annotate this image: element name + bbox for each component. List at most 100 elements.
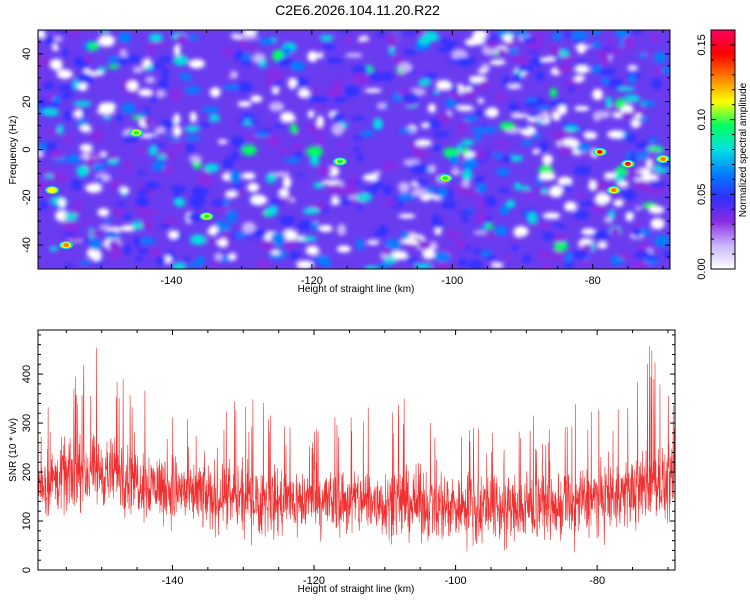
heatmap-cell	[172, 262, 187, 269]
heatmap-cell	[496, 30, 508, 36]
heatmap-blobs	[38, 30, 670, 269]
heatmap-cell	[318, 224, 333, 233]
heatmap-cell	[230, 135, 245, 146]
heatmap-cell	[553, 233, 567, 243]
heatmap-cell	[464, 244, 471, 251]
y-tick-label: 200	[21, 463, 33, 481]
heatmap-cell	[535, 70, 544, 82]
heatmap-cell	[188, 262, 199, 268]
heatmap-cell	[173, 113, 181, 125]
heatmap-cell	[138, 112, 147, 117]
heatmap-cell	[212, 259, 221, 266]
heatmap-cell	[388, 45, 395, 56]
heatmap-cell	[537, 248, 549, 261]
heatmap-cell	[311, 222, 320, 231]
heatmap-cell	[463, 115, 478, 123]
heatmap-cell	[615, 98, 626, 109]
heatmap-cell	[147, 45, 154, 57]
heatmap-cell	[168, 89, 182, 102]
heatmap-cell	[157, 56, 174, 63]
heatmap-cell	[225, 190, 238, 198]
heatmap-cell	[538, 141, 549, 153]
heatmap-cell	[539, 172, 556, 181]
heatmap-cell	[531, 132, 541, 139]
heatmap-cell	[148, 33, 163, 42]
heatmap-cell	[465, 38, 478, 46]
heatmap-cell	[250, 95, 263, 103]
heatmap-cell	[145, 76, 156, 84]
heatmap-cell	[245, 46, 259, 51]
heatmap-cell	[148, 43, 166, 48]
heatmap-cell	[241, 113, 256, 120]
heatmap-cell	[89, 239, 102, 251]
heatmap-cell	[104, 233, 123, 239]
x-tick-label: -80	[585, 275, 601, 287]
heatmap-cell	[607, 130, 624, 139]
heatmap-cell	[576, 43, 586, 54]
heatmap-cell	[182, 257, 191, 263]
heatmap-cell	[133, 236, 142, 247]
heatmap-cell	[321, 180, 339, 185]
heatmap-cell	[564, 206, 577, 212]
heatmap-cell	[558, 145, 574, 156]
heatmap-cell	[536, 113, 549, 122]
heatmap-cell	[403, 49, 418, 55]
heatmap-cell	[486, 254, 496, 261]
heatmap-hotspot	[659, 157, 666, 162]
heatmap-cell	[236, 190, 246, 197]
heatmap-cell	[657, 187, 669, 193]
heatmap-cell	[352, 72, 367, 84]
heatmap-cell	[289, 250, 301, 261]
heatmap-cell	[115, 113, 124, 122]
heatmap-cell	[83, 68, 91, 74]
heatmap-cell	[434, 225, 442, 236]
heatmap-cell	[149, 95, 157, 103]
heatmap-cell	[74, 56, 82, 67]
heatmap-cell	[228, 252, 237, 261]
heatmap-cell	[562, 138, 580, 147]
page-title: C2E6.2026.104.11.20.R22	[275, 2, 440, 18]
heatmap-cell	[241, 34, 259, 40]
heatmap-cell	[254, 132, 270, 138]
heatmap-cell	[377, 225, 389, 238]
heatmap-cell	[534, 31, 544, 44]
heatmap-cell	[365, 186, 378, 196]
heatmap-cell	[461, 139, 474, 146]
heatmap-cell	[662, 250, 670, 258]
heatmap-cell	[572, 250, 588, 260]
heatmap-cell	[462, 157, 477, 170]
heatmap-cell	[607, 78, 625, 89]
heatmap-cell	[504, 41, 518, 49]
heatmap-hotspot	[596, 149, 603, 154]
heatmap-cell	[275, 148, 292, 153]
heatmap-cell	[85, 183, 103, 193]
heatmap-cell	[156, 90, 166, 98]
heatmap-cell	[63, 109, 73, 122]
heatmap-cell	[410, 163, 428, 175]
heatmap-cell	[361, 130, 374, 137]
heatmap-hotspot	[442, 176, 449, 181]
heatmap-cell	[383, 184, 393, 196]
heatmap-cell	[47, 100, 61, 109]
heatmap-cell	[280, 215, 294, 228]
x-tick-label: -80	[589, 575, 605, 587]
heatmap-cell	[230, 151, 240, 161]
heatmap-cell	[241, 172, 256, 180]
heatmap-cell	[38, 30, 46, 39]
heatmap-cell	[628, 168, 637, 180]
heatmap-cell	[63, 212, 78, 221]
heatmap-cell	[579, 201, 596, 207]
heatmap-cell	[581, 228, 597, 236]
heatmap-cell	[282, 229, 298, 242]
heatmap-cell	[126, 80, 139, 91]
heatmap-cell	[230, 30, 238, 34]
heatmap-cell	[164, 165, 173, 176]
heatmap-cell	[446, 229, 459, 239]
heatmap-cell	[76, 165, 89, 177]
heatmap-cell	[635, 141, 649, 150]
heatmap-cell	[593, 184, 606, 193]
heatmap-cell	[237, 101, 252, 107]
heatmap-y-axis: -40 -20 0 20 40	[21, 29, 670, 270]
heatmap-cell	[614, 173, 624, 183]
heatmap-cell	[415, 139, 432, 147]
